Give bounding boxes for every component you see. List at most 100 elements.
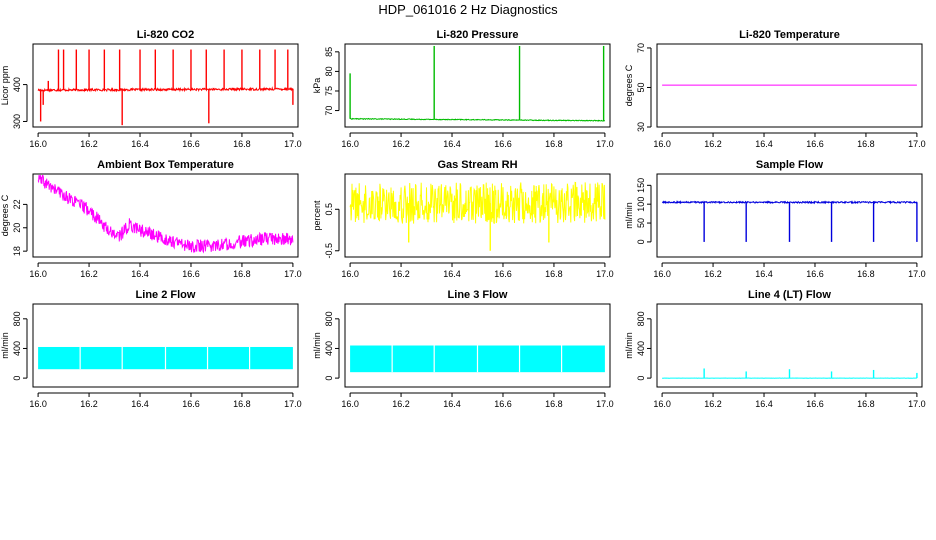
- series-box_temp: [37, 175, 294, 254]
- x-tick-label: 16.4: [443, 399, 461, 409]
- x-axis: 16.0 16.2 16.4 16.6 16.8 17.0: [29, 392, 302, 409]
- y-tick-label: 400: [12, 77, 22, 92]
- series-line: [349, 181, 606, 224]
- panel-co2: Li-820 CO2 16.0 16.2 16.4 16.6 16.8 17.0 300 400…: [0, 29, 302, 149]
- x-tick-label: 16.4: [131, 269, 149, 279]
- y-axis: -0.5 0.5: [324, 203, 340, 259]
- x-tick-label: 16.4: [443, 139, 461, 149]
- panel-title: Gas Stream RH: [437, 159, 517, 171]
- x-tick-label: 16.0: [29, 139, 47, 149]
- x-tick-label: 16.4: [443, 269, 461, 279]
- panel-line4_flow: Line 4 (LT) Flow 16.0 16.2 16.4 16.6 16.8 17.0…: [624, 289, 926, 409]
- x-tick-label: 16.0: [29, 269, 47, 279]
- plot-frame: [32, 173, 299, 258]
- x-tick-label: 16.0: [653, 399, 671, 409]
- x-tick-label: 16.8: [233, 139, 251, 149]
- x-tick-label: 16.2: [80, 139, 98, 149]
- y-axis-label: degrees C: [0, 194, 10, 236]
- x-tick-label: 16.8: [545, 269, 563, 279]
- x-tick-label: 16.6: [806, 269, 824, 279]
- panel-rh: Gas Stream RH 16.0 16.2 16.4 16.6 16.8 17.0 -0.…: [312, 159, 614, 279]
- x-tick-label: 16.8: [545, 139, 563, 149]
- y-tick-label: 0.5: [324, 203, 334, 216]
- x-tick-label: 17.0: [596, 139, 614, 149]
- x-tick-label: 16.6: [494, 269, 512, 279]
- y-tick-label: 50: [636, 82, 646, 92]
- x-tick-label: 16.2: [392, 269, 410, 279]
- x-tick-label: 16.6: [806, 399, 824, 409]
- y-tick-label: 75: [324, 86, 334, 96]
- panel-pressure: Li-820 Pressure 16.0 16.2 16.4 16.6 16.8 17.0 7…: [312, 29, 614, 149]
- y-axis: 30 50 70: [636, 43, 652, 132]
- x-tick-label: 16.0: [653, 269, 671, 279]
- x-axis: 16.0 16.2 16.4 16.6 16.8 17.0: [653, 262, 926, 279]
- series-sample_flow: [661, 200, 918, 242]
- x-axis: 16.0 16.2 16.4 16.6 16.8 17.0: [653, 132, 926, 149]
- x-axis: 16.0 16.2 16.4 16.6 16.8 17.0: [29, 262, 302, 279]
- plot-frame: [32, 303, 299, 388]
- x-tick-label: 16.6: [182, 139, 200, 149]
- x-tick-label: 17.0: [284, 269, 302, 279]
- series-line2_flow: [38, 346, 293, 370]
- x-tick-label: 16.0: [341, 139, 359, 149]
- y-tick-label: 22: [12, 199, 22, 209]
- y-axis-label: ml/min: [0, 332, 10, 359]
- x-tick-label: 16.2: [80, 399, 98, 409]
- y-tick-label: 100: [636, 197, 646, 212]
- plot-frame: [656, 43, 923, 128]
- plot-frame: [32, 43, 299, 128]
- x-axis: 16.0 16.2 16.4 16.6 16.8 17.0: [653, 392, 926, 409]
- panel-title: Li-820 Pressure: [437, 29, 519, 41]
- x-tick-label: 16.8: [545, 399, 563, 409]
- y-axis: 0 400 800: [324, 311, 340, 381]
- series-co2: [37, 49, 294, 126]
- x-tick-label: 16.6: [494, 139, 512, 149]
- y-tick-label: 30: [636, 122, 646, 132]
- x-tick-label: 17.0: [596, 269, 614, 279]
- y-tick-label: 400: [12, 341, 22, 356]
- y-tick-label: 800: [324, 311, 334, 326]
- series-rh: [349, 181, 606, 251]
- x-tick-label: 16.8: [233, 269, 251, 279]
- x-tick-label: 16.2: [704, 139, 722, 149]
- x-tick-label: 17.0: [908, 399, 926, 409]
- y-tick-label: 400: [636, 341, 646, 356]
- y-tick-label: 800: [636, 311, 646, 326]
- x-tick-label: 16.8: [857, 269, 875, 279]
- plot-frame: [344, 43, 611, 128]
- x-tick-label: 16.0: [29, 399, 47, 409]
- y-tick-label: 0: [636, 239, 646, 244]
- panel-licor_temp: Li-820 Temperature 16.0 16.2 16.4 16.6 16.8 17…: [624, 29, 926, 149]
- x-axis: 16.0 16.2 16.4 16.6 16.8 17.0: [29, 132, 302, 149]
- y-axis: 0 400 800: [12, 311, 28, 381]
- x-tick-label: 16.6: [494, 399, 512, 409]
- panel-title: Li-820 Temperature: [739, 29, 840, 41]
- x-tick-label: 16.2: [392, 139, 410, 149]
- y-tick-label: 50: [636, 218, 646, 228]
- plot-frame: [344, 303, 611, 388]
- y-tick-label: 70: [324, 106, 334, 116]
- panel-title: Line 2 Flow: [136, 289, 196, 301]
- y-tick-label: 0: [636, 376, 646, 381]
- x-tick-label: 16.4: [755, 399, 773, 409]
- x-tick-label: 16.8: [233, 399, 251, 409]
- panel-sample_flow: Sample Flow 16.0 16.2 16.4 16.6 16.8 17.0 0 50 10…: [624, 159, 926, 279]
- y-tick-label: 800: [12, 311, 22, 326]
- series-line3_flow: [350, 345, 605, 373]
- x-axis: 16.0 16.2 16.4 16.6 16.8 17.0: [341, 392, 614, 409]
- x-tick-label: 17.0: [284, 399, 302, 409]
- x-tick-label: 16.4: [131, 139, 149, 149]
- y-tick-label: 0: [324, 376, 334, 381]
- x-tick-label: 17.0: [596, 399, 614, 409]
- y-tick-label: 85: [324, 47, 334, 57]
- panel-line3_flow: Line 3 Flow 16.0 16.2 16.4 16.6 16.8 17.0 0 400 8…: [312, 289, 614, 409]
- y-tick-label: 18: [12, 246, 22, 256]
- panel-title: Ambient Box Temperature: [97, 159, 234, 171]
- plot-frame: [656, 173, 923, 258]
- x-tick-label: 16.6: [182, 399, 200, 409]
- x-tick-label: 16.6: [182, 269, 200, 279]
- x-tick-label: 17.0: [284, 139, 302, 149]
- x-tick-label: 16.2: [80, 269, 98, 279]
- x-axis: 16.0 16.2 16.4 16.6 16.8 17.0: [341, 262, 614, 279]
